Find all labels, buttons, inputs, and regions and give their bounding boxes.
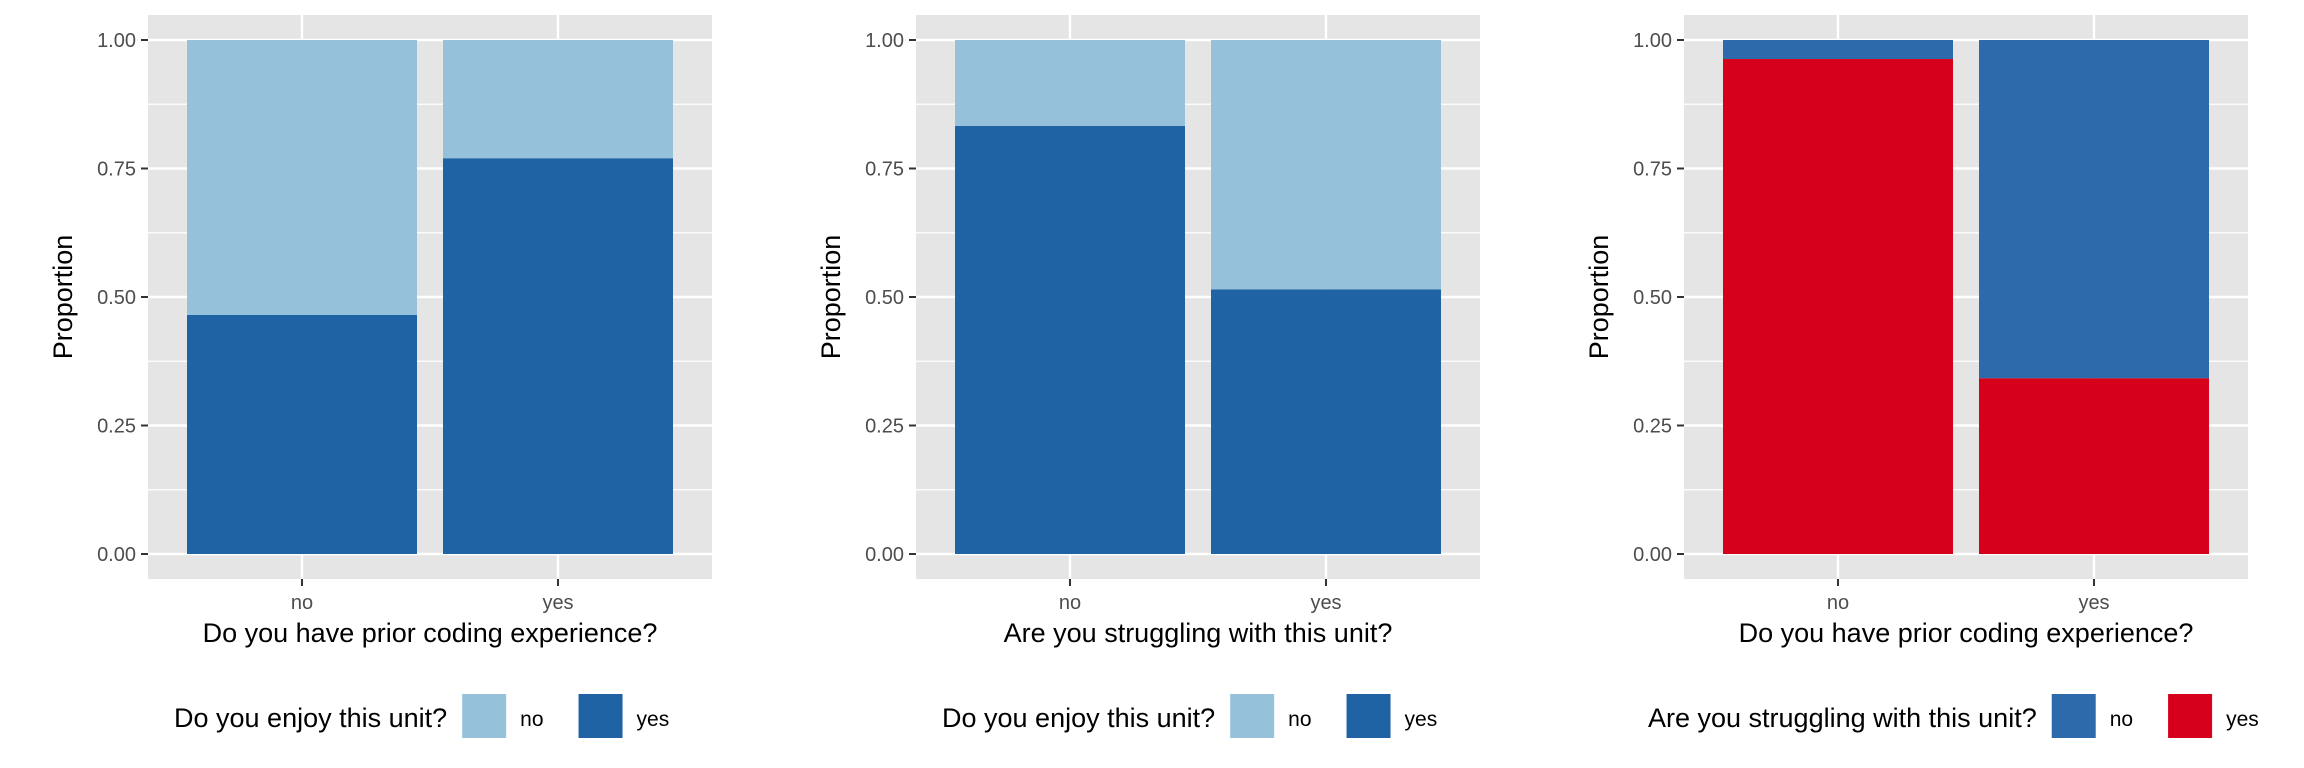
- y-tick-label: 0.25: [1633, 416, 1672, 438]
- chart-panel-1: 0.00 0.25 0.50 0.75 1.00 no yes Do you have pri…: [48, 15, 712, 738]
- y-axis-title: Proportion: [1584, 235, 1614, 360]
- y-tick-label: 0.75: [1633, 159, 1672, 181]
- x-tick-label: no: [291, 592, 313, 614]
- y-tick-label: 0.50: [1633, 287, 1672, 309]
- x-axis-title: Are you struggling with this unit?: [1004, 618, 1393, 648]
- legend-key-no: [1230, 694, 1275, 738]
- bar-no-yes: [187, 314, 417, 554]
- y-tick-label: 0.25: [865, 416, 904, 438]
- bar-yes-yes: [1211, 289, 1441, 554]
- legend-key-yes: [2168, 694, 2213, 738]
- legend-label-yes: yes: [2226, 708, 2259, 731]
- legend-label-yes: yes: [637, 708, 670, 731]
- y-tick-label: 0.00: [97, 544, 136, 566]
- legend: Do you enjoy this unit? no yes: [174, 694, 669, 738]
- bar-no-yes: [955, 125, 1185, 554]
- x-tick-label: yes: [1310, 592, 1341, 614]
- y-tick-label: 0.75: [865, 159, 904, 181]
- y-tick-label: 0.25: [97, 416, 136, 438]
- legend-key-no: [462, 694, 507, 738]
- legend: Do you enjoy this unit? no yes: [942, 694, 1437, 738]
- bar-yes-yes: [1979, 378, 2209, 554]
- y-axis-title: Proportion: [816, 235, 846, 360]
- bar-no-no: [1723, 40, 1953, 60]
- y-tick-label: 0.50: [865, 287, 904, 309]
- y-axis-title: Proportion: [48, 235, 78, 360]
- y-tick-label: 0.00: [1633, 544, 1672, 566]
- legend-label-no: no: [520, 708, 543, 731]
- bar-no-no: [187, 40, 417, 315]
- legend-title: Do you enjoy this unit?: [174, 703, 447, 733]
- chart-panel-2: 0.00 0.25 0.50 0.75 1.00 no yes Are you struggl…: [816, 15, 1480, 738]
- x-tick-label: no: [1827, 592, 1849, 614]
- x-axis-title: Do you have prior coding experience?: [1739, 618, 2194, 648]
- y-tick-label: 1.00: [97, 30, 136, 52]
- bar-yes-no: [1979, 40, 2209, 379]
- legend-label-yes: yes: [1405, 708, 1438, 731]
- bar-no-no: [955, 40, 1185, 126]
- legend-key-no: [2051, 694, 2096, 738]
- y-tick-label: 1.00: [865, 30, 904, 52]
- x-tick-label: no: [1059, 592, 1081, 614]
- legend-key-yes: [1346, 694, 1391, 738]
- chart-panel-3: 0.00 0.25 0.50 0.75 1.00 no yes Do you have pri…: [1584, 15, 2259, 738]
- legend-label-no: no: [2110, 708, 2133, 731]
- legend: Are you struggling with this unit? no yes: [1648, 694, 2259, 738]
- y-tick-label: 0.75: [97, 159, 136, 181]
- y-tick-label: 0.00: [865, 544, 904, 566]
- x-tick-label: yes: [2078, 592, 2109, 614]
- x-tick-label: yes: [542, 592, 573, 614]
- bar-yes-yes: [443, 158, 673, 554]
- legend-key-yes: [578, 694, 623, 738]
- bar-no-yes: [1723, 59, 1953, 554]
- x-axis-title: Do you have prior coding experience?: [203, 618, 658, 648]
- legend-title: Do you enjoy this unit?: [942, 703, 1215, 733]
- legend-title: Are you struggling with this unit?: [1648, 703, 2037, 733]
- y-tick-label: 1.00: [1633, 30, 1672, 52]
- bar-yes-no: [1211, 40, 1441, 290]
- bar-yes-no: [443, 40, 673, 159]
- y-tick-label: 0.50: [97, 287, 136, 309]
- legend-label-no: no: [1288, 708, 1311, 731]
